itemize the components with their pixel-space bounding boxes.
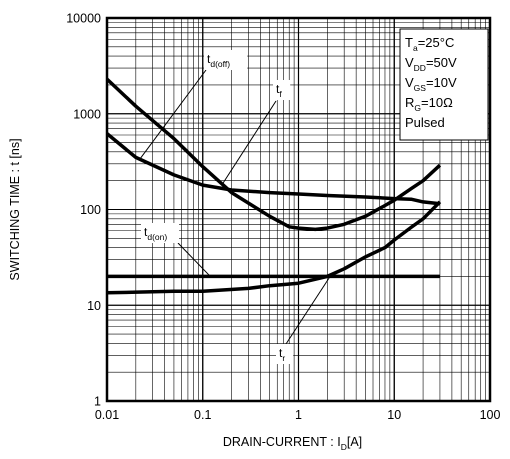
- conditions-box: Ta=25°C VDD=50V VGS=10V RG=10Ω Pulsed: [399, 28, 489, 141]
- x-tick-label: 1: [295, 408, 302, 422]
- series-group: [105, 77, 442, 295]
- y-tick-label: 10000: [66, 12, 101, 26]
- annotation-leader-line: [177, 242, 211, 277]
- plot-frame: [105, 16, 492, 403]
- annotation-background: [276, 344, 294, 364]
- y-tick-label: 100: [80, 203, 101, 217]
- condition-line: VGS=10V: [405, 75, 457, 93]
- x-tick-label: 10: [387, 408, 401, 422]
- x-tick-label: 0.1: [194, 408, 211, 422]
- tr-curve: [106, 200, 442, 295]
- grid: [106, 17, 491, 402]
- conditions-box-frame: [399, 28, 489, 141]
- x-tick-label: 0.01: [95, 408, 119, 422]
- condition-line: Pulsed: [405, 115, 445, 130]
- tr-label: tr: [279, 346, 285, 363]
- condition-line: Ta=25°C: [405, 35, 454, 53]
- annotation-background: [273, 80, 291, 100]
- td-off-curve: [105, 132, 441, 206]
- curve-annotations: td(off) tf td(on) tr: [139, 50, 332, 364]
- td-on-label: td(on): [144, 225, 167, 242]
- y-tick-label: 1000: [73, 107, 101, 121]
- y-tick-label: 10: [87, 299, 101, 313]
- annotation-leader-line: [221, 100, 277, 185]
- condition-line: RG=10Ω: [405, 95, 453, 113]
- annotation-leader-line: [285, 274, 332, 345]
- annotation-background: [141, 223, 179, 243]
- tick-labels: 0.01 0.1 1 10 100 1 10 100 1000 10000: [66, 12, 500, 423]
- x-axis-label: DRAIN-CURRENT : ID[A]: [223, 435, 362, 452]
- tf-curve: [105, 77, 442, 232]
- annotation-background: [204, 50, 248, 70]
- y-axis-label: SWITCHING TIME : t [ns]: [8, 138, 22, 280]
- td-off-label: td(off): [207, 52, 230, 69]
- condition-line: VDD=50V: [405, 55, 457, 73]
- x-tick-label: 100: [480, 408, 501, 422]
- annotation-leader-line: [139, 69, 207, 160]
- y-tick-label: 1: [94, 395, 101, 409]
- tf-label: tf: [276, 82, 282, 99]
